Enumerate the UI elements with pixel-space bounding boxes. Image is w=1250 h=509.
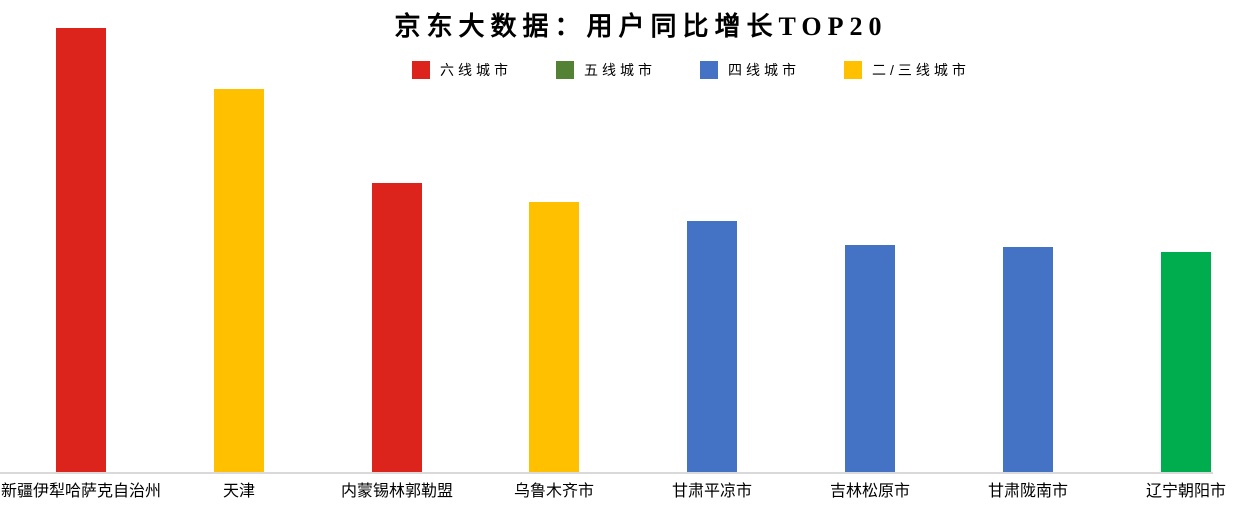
legend-item-二/三线城市: 二/三线城市 [844,60,970,80]
legend-swatch-icon [412,61,431,79]
x-axis-line [0,472,1213,474]
legend-label: 六线城市 [440,62,513,78]
bar-天津 [214,89,264,473]
legend-label: 四线城市 [728,62,801,78]
legend-swatch-icon [700,61,719,79]
chart-title: 京东大数据：用户同比增长TOP20 [394,12,888,41]
legend-swatch-icon [556,61,575,79]
bar-内蒙锡林郭勒盟 [372,183,422,473]
legend-label: 五线城市 [584,62,657,78]
bar-新疆伊犁哈萨克自治州 [56,28,106,473]
legend-swatch-icon [844,61,863,79]
legend-label: 二/三线城市 [872,62,970,78]
bar-甘肃陇南市 [1003,247,1053,473]
legend: 六线城市 五线城市 四线城市 二/三线城市 [66,60,1250,80]
bar-甘肃平凉市 [687,221,737,473]
legend-item-六线城市: 六线城市 [412,60,512,80]
legend-item-四线城市: 四线城市 [700,60,800,80]
bar-辽宁朝阳市 [1161,252,1211,473]
legend-item-五线城市: 五线城市 [556,60,656,80]
bar-吉林松原市 [845,245,895,473]
bar-乌鲁木齐市 [529,202,579,473]
